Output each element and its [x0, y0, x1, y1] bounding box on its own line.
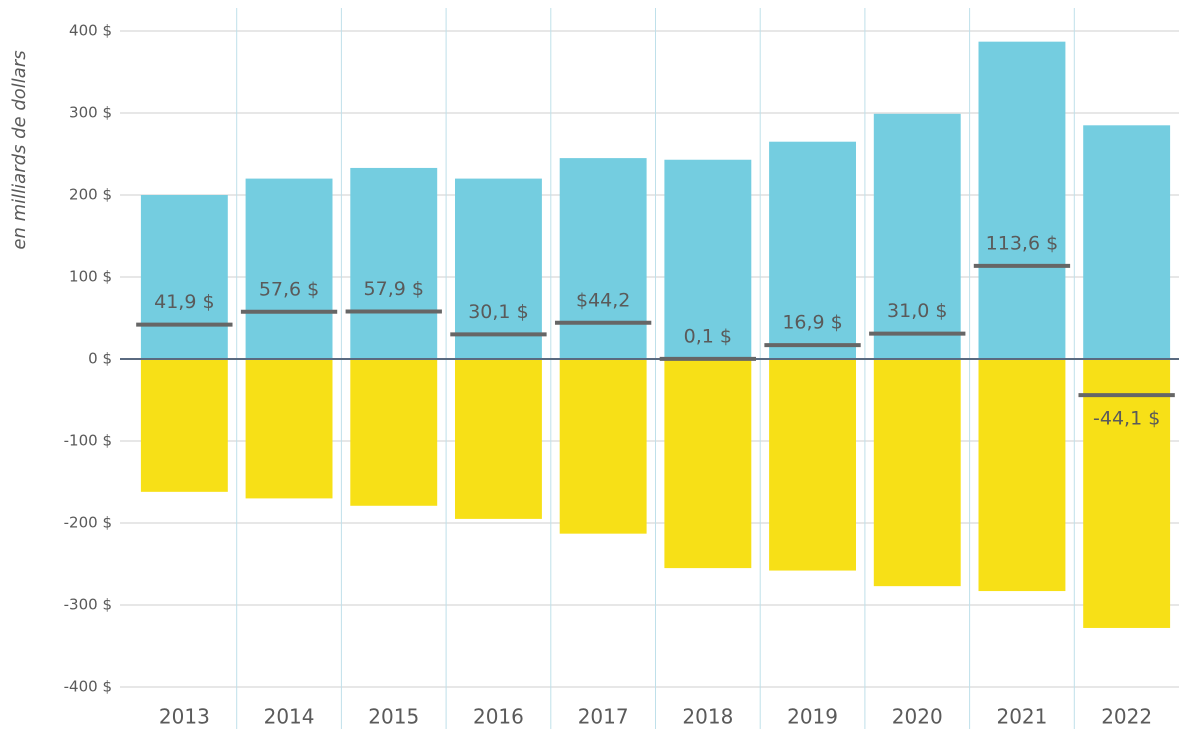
y-tick-label: 100 $: [69, 268, 112, 286]
y-axis-label: en milliards de dollars: [9, 50, 30, 249]
net-label: $44,2: [576, 289, 630, 311]
bar: [245, 359, 333, 499]
net-label: 16,9 $: [782, 312, 842, 334]
bar: [140, 195, 228, 359]
net-label: 57,6 $: [259, 278, 319, 300]
y-tick-label: 200 $: [69, 186, 112, 204]
x-tick-label: 2015: [368, 705, 419, 729]
x-tick-label: 2021: [996, 705, 1047, 729]
net-label: -44,1 $: [1093, 408, 1160, 430]
bar: [1083, 125, 1171, 359]
x-tick-label: 2018: [682, 705, 733, 729]
x-tick-label: 2016: [473, 705, 524, 729]
x-tick-label: 2019: [787, 705, 838, 729]
x-tick-label: 2022: [1101, 705, 1152, 729]
bar: [769, 141, 857, 359]
y-tick-label: 0 $: [88, 350, 112, 368]
bar: [454, 178, 542, 359]
bar: [769, 359, 857, 571]
net-label: 113,6 $: [986, 232, 1059, 254]
bar: [873, 359, 961, 587]
y-tick-label: 400 $: [69, 22, 112, 40]
y-tick-label: 300 $: [69, 104, 112, 122]
x-tick-label: 2013: [159, 705, 210, 729]
bar: [664, 159, 752, 359]
bar: [559, 359, 647, 534]
bar: [350, 167, 438, 359]
y-tick-label: -200 $: [64, 514, 112, 532]
net-label: 30,1 $: [468, 301, 528, 323]
net-label: 0,1 $: [684, 325, 732, 347]
bar: [245, 178, 333, 359]
bar: [978, 359, 1066, 592]
y-tick-label: -100 $: [64, 432, 112, 450]
x-tick-label: 2017: [578, 705, 629, 729]
bar: [559, 158, 647, 359]
net-label: 41,9 $: [154, 291, 214, 313]
y-tick-label: -300 $: [64, 596, 112, 614]
y-tick-label: -400 $: [64, 678, 112, 696]
bar: [1083, 359, 1171, 628]
net-label: 31,0 $: [887, 300, 947, 322]
x-tick-label: 2020: [892, 705, 943, 729]
bar: [140, 359, 228, 492]
bar: [873, 113, 961, 359]
x-tick-label: 2014: [264, 705, 315, 729]
bar: [664, 359, 752, 569]
net-label: 57,9 $: [364, 278, 424, 300]
bar: [350, 359, 438, 506]
bar: [454, 359, 542, 519]
bar: [978, 41, 1066, 359]
